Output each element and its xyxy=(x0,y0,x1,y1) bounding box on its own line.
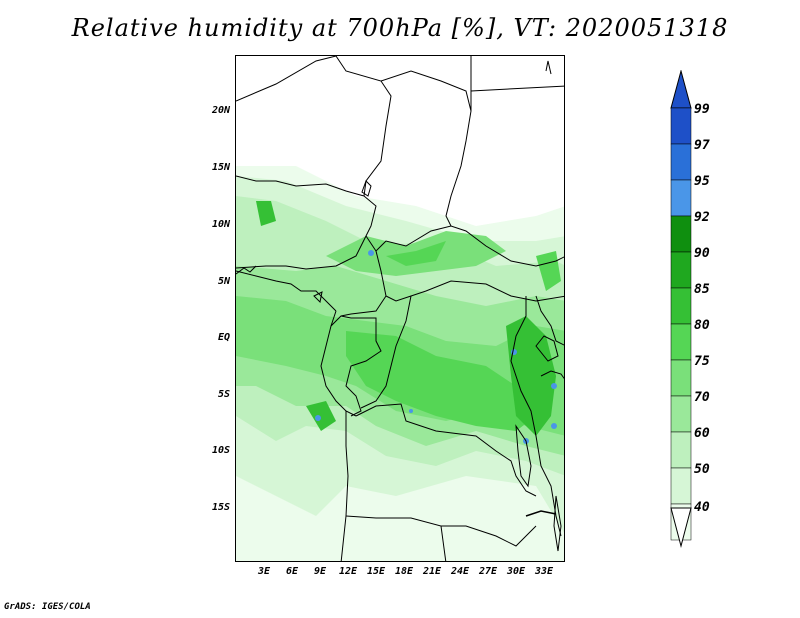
island-outline xyxy=(313,291,323,304)
lon-label: 18E xyxy=(394,566,414,577)
border-line xyxy=(355,403,537,497)
lat-label: 5S xyxy=(217,389,230,400)
colorbar-segments xyxy=(670,107,692,541)
border-line xyxy=(236,235,367,270)
lon-label: 24E xyxy=(450,566,470,577)
lon-label: 15E xyxy=(366,566,386,577)
rh-85-nw-patch xyxy=(256,201,276,226)
lake-tanganyika xyxy=(515,424,532,488)
colorbar-top-arrow xyxy=(670,70,692,109)
colorbar-segment xyxy=(670,359,692,397)
colorbar-label: 85 xyxy=(694,282,710,297)
coastline xyxy=(320,310,357,417)
colorbar-segment xyxy=(670,287,692,325)
border-line xyxy=(340,315,382,417)
colorbar-segment xyxy=(670,467,692,505)
lake-chad xyxy=(361,180,372,197)
lake-malawi xyxy=(553,495,562,552)
rh-80-north-patch xyxy=(386,241,446,266)
coastline xyxy=(236,265,257,275)
colorbar-label: 97 xyxy=(694,138,710,153)
border-line xyxy=(470,85,564,92)
colorbar-label: 95 xyxy=(694,174,710,189)
border-line xyxy=(363,195,564,267)
colorbar-segment xyxy=(670,215,692,253)
border-line xyxy=(330,295,387,327)
border-line xyxy=(236,56,337,102)
lat-label: 10N xyxy=(211,219,230,230)
lon-label: 9E xyxy=(313,566,327,577)
lake-victoria xyxy=(535,335,559,362)
rh-95-spot xyxy=(315,415,321,421)
colorbar-segment xyxy=(670,395,692,433)
chart-title: Relative humidity at 700hPa [%], VT: 202… xyxy=(71,14,729,42)
colorbar-segment xyxy=(670,323,692,361)
colorbar-segment xyxy=(670,431,692,469)
colorbar-label: 80 xyxy=(694,318,710,333)
credit-text: GrADS: IGES/COLA xyxy=(4,602,91,612)
border-line xyxy=(510,296,562,537)
map-canvas xyxy=(236,56,564,561)
border-line xyxy=(360,295,412,409)
lon-label: 27E xyxy=(478,566,498,577)
colorbar-label: 70 xyxy=(694,390,710,405)
colorbar-segment xyxy=(670,179,692,217)
border-line xyxy=(236,175,365,197)
coastline xyxy=(545,60,552,75)
lake-shore xyxy=(540,370,564,380)
colorbar-segment xyxy=(670,107,692,145)
border-line xyxy=(441,525,537,547)
border-line xyxy=(375,250,564,302)
rh-85-east-patch xyxy=(506,316,556,436)
colorbar xyxy=(670,70,692,548)
rh-85-west-patch xyxy=(306,401,336,431)
border-line xyxy=(525,510,557,517)
colorbar-label: 50 xyxy=(694,462,710,477)
border-line xyxy=(345,515,447,561)
rh-95-spot xyxy=(551,423,557,429)
border-line xyxy=(335,56,392,197)
colorbar-bottom-arrow xyxy=(670,507,692,548)
colorbar-label: 99 xyxy=(694,102,710,117)
humidity-map xyxy=(235,55,565,562)
border-line xyxy=(380,70,472,227)
border-line xyxy=(340,411,349,561)
lon-label: 6E xyxy=(285,566,299,577)
colorbar-label: 60 xyxy=(694,426,710,441)
rh-95-spot xyxy=(551,383,557,389)
lat-label: 15N xyxy=(211,162,230,173)
border-line xyxy=(535,295,564,346)
colorbar-label: 90 xyxy=(694,246,710,261)
lon-label: 12E xyxy=(338,566,358,577)
colorbar-segment xyxy=(670,251,692,289)
colorbar-segment xyxy=(670,143,692,181)
lon-label: 21E xyxy=(422,566,442,577)
rh-95-spot xyxy=(409,409,413,413)
lat-label: 20N xyxy=(211,105,230,116)
lon-label: 3E xyxy=(257,566,271,577)
lon-label: 33E xyxy=(534,566,554,577)
lat-label: 10S xyxy=(211,445,230,456)
rh-95-spot xyxy=(368,250,374,256)
lat-label: EQ xyxy=(217,332,230,343)
colorbar-label: 92 xyxy=(694,210,710,225)
colorbar-label: 75 xyxy=(694,354,710,369)
coastline xyxy=(236,270,337,312)
colorbar-label: 40 xyxy=(694,500,710,515)
lon-label: 30E xyxy=(506,566,526,577)
lat-label: 15S xyxy=(211,502,230,513)
lat-label: 5N xyxy=(217,276,230,287)
